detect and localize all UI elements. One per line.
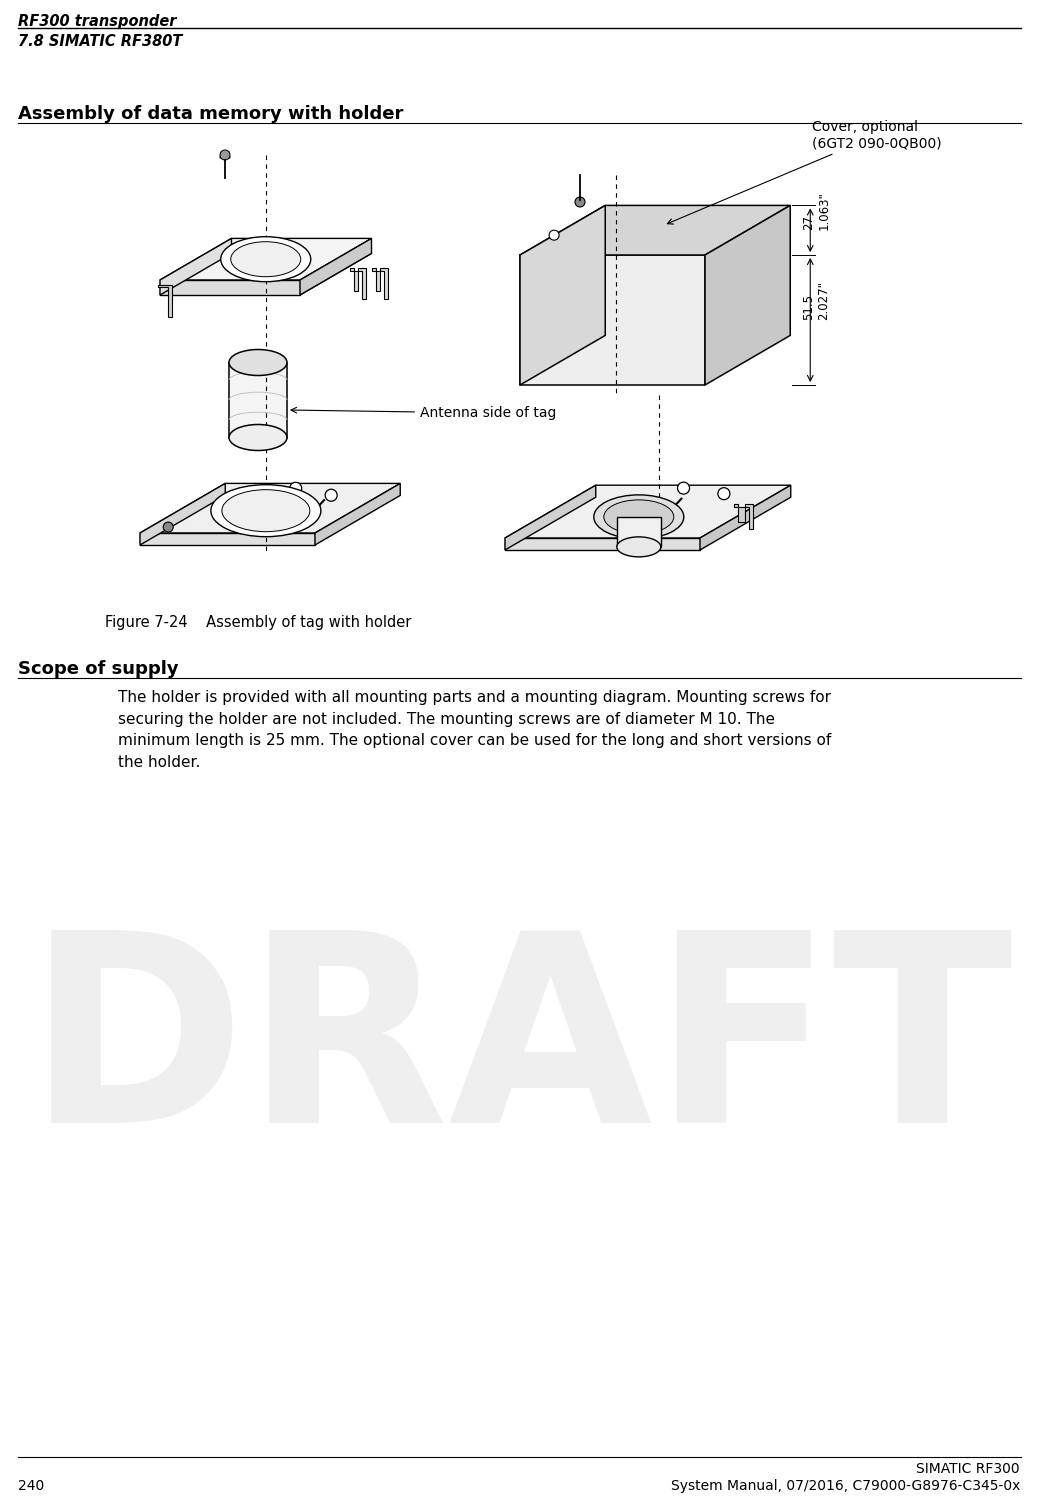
Polygon shape	[372, 268, 388, 299]
Polygon shape	[300, 238, 372, 296]
Polygon shape	[158, 285, 172, 317]
Polygon shape	[505, 486, 595, 550]
Polygon shape	[735, 504, 753, 529]
Text: Antenna side of tag: Antenna side of tag	[291, 406, 556, 421]
Text: System Manual, 07/2016, C79000-G8976-C345-0x: System Manual, 07/2016, C79000-G8976-C34…	[670, 1479, 1020, 1493]
Text: 7.8 SIMATIC RF380T: 7.8 SIMATIC RF380T	[18, 35, 183, 48]
Text: Cover, optional
(6GT2 090-0QB00): Cover, optional (6GT2 090-0QB00)	[667, 121, 942, 225]
Text: RF300 transponder: RF300 transponder	[18, 14, 177, 29]
Text: 240: 240	[18, 1479, 45, 1493]
Bar	[229, 362, 287, 437]
Ellipse shape	[229, 424, 287, 451]
Polygon shape	[140, 484, 225, 544]
Circle shape	[220, 149, 230, 160]
Ellipse shape	[604, 499, 674, 534]
Polygon shape	[520, 205, 791, 255]
Polygon shape	[160, 238, 372, 280]
Circle shape	[163, 522, 174, 532]
Ellipse shape	[222, 490, 310, 532]
Circle shape	[325, 489, 337, 501]
Circle shape	[575, 198, 585, 207]
Circle shape	[677, 483, 690, 495]
Text: DRAFT: DRAFT	[27, 921, 1013, 1178]
Polygon shape	[160, 280, 300, 296]
Polygon shape	[350, 268, 366, 299]
Text: 51.5
2.027": 51.5 2.027"	[802, 280, 830, 320]
Ellipse shape	[231, 241, 300, 276]
Text: The holder is provided with all mounting parts and a mounting diagram. Mounting : The holder is provided with all mounting…	[118, 691, 831, 769]
Circle shape	[718, 487, 729, 499]
Polygon shape	[705, 205, 791, 385]
Bar	[617, 517, 661, 547]
Ellipse shape	[211, 484, 321, 537]
Text: Scope of supply: Scope of supply	[18, 661, 179, 679]
Text: SIMATIC RF300: SIMATIC RF300	[916, 1461, 1020, 1476]
Ellipse shape	[617, 537, 661, 556]
Text: Figure 7-24    Assembly of tag with holder: Figure 7-24 Assembly of tag with holder	[105, 615, 411, 630]
Text: 27
1.063": 27 1.063"	[802, 192, 830, 231]
Polygon shape	[315, 484, 400, 544]
Polygon shape	[505, 486, 791, 538]
Polygon shape	[140, 484, 400, 532]
Ellipse shape	[220, 237, 311, 282]
Polygon shape	[220, 152, 230, 158]
Polygon shape	[160, 253, 372, 296]
Polygon shape	[520, 255, 705, 385]
Ellipse shape	[594, 495, 684, 538]
Polygon shape	[160, 238, 232, 296]
Circle shape	[549, 231, 559, 240]
Ellipse shape	[229, 350, 287, 375]
Polygon shape	[700, 486, 791, 550]
Circle shape	[290, 483, 301, 495]
Polygon shape	[505, 538, 700, 550]
Polygon shape	[520, 205, 606, 385]
Polygon shape	[140, 532, 315, 544]
Text: Assembly of data memory with holder: Assembly of data memory with holder	[18, 106, 403, 124]
